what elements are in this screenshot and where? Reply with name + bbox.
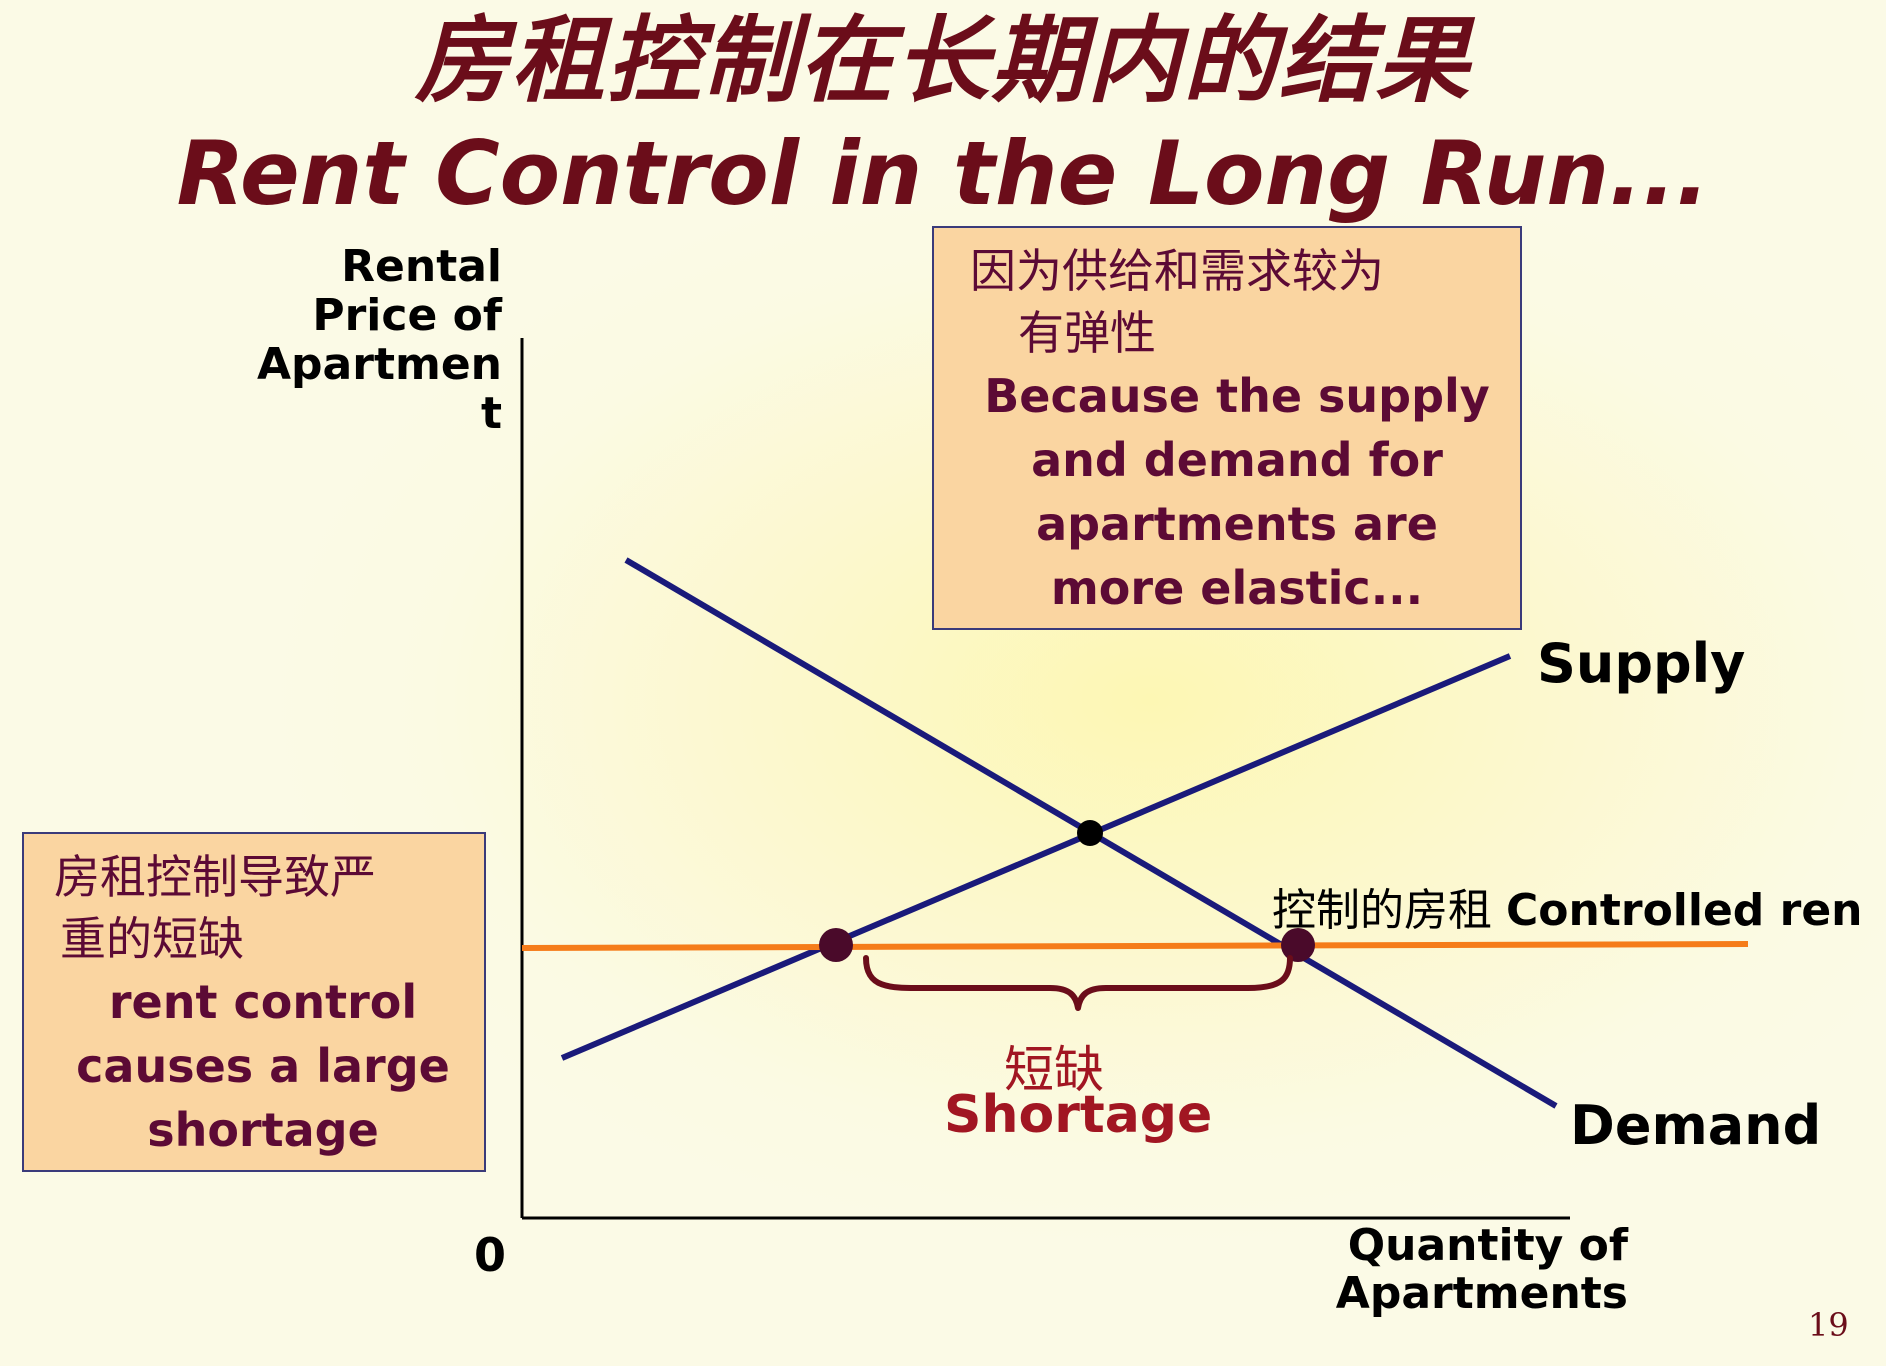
equilibrium-point (1077, 820, 1103, 846)
elasticity-callout-english-line-3: apartments are (1036, 497, 1438, 551)
rent-control-callout: 房租控制导致严 重的短缺 rent control causes a large… (22, 832, 486, 1172)
rent-control-callout-english-line-1: rent control (108, 975, 418, 1029)
elasticity-callout-chinese-line-1: 因为供给和需求较为 (970, 244, 1384, 298)
x-axis-label: Quantity of Apartments (1335, 1220, 1628, 1319)
origin-label: 0 (474, 1228, 507, 1282)
elasticity-callout: 因为供给和需求较为 有弹性 Because the supply and dem… (932, 226, 1522, 630)
elasticity-callout-english-line-2: and demand for (1031, 433, 1443, 487)
shortage-label-english: Shortage (944, 1085, 1213, 1145)
elasticity-callout-chinese-line-2: 有弹性 (1018, 306, 1156, 360)
shortage-label-chinese: 短缺 (1004, 1041, 1104, 1099)
demand-label: Demand (1570, 1094, 1822, 1157)
rent-control-callout-chinese-line-1: 房租控制导致严 (54, 850, 376, 904)
quantity-demanded-point (1281, 928, 1315, 962)
controlled-rent-label-chinese: 控制的房租 (1272, 885, 1492, 936)
rent-control-callout-english-line-2: causes a large (76, 1039, 450, 1093)
rent-control-callout-english-line-3: shortage (147, 1103, 379, 1157)
page-number: 19 (1808, 1306, 1849, 1344)
controlled-rent-label: 控制的房租 Controlled ren (1272, 874, 1886, 938)
controlled-rent-line (521, 941, 1749, 951)
slide-title-english: Rent Control in the Long Run... (176, 122, 1710, 225)
y-axis-label: Rental Price of Apartmen t (257, 241, 502, 439)
supply-curve (560, 653, 1512, 1061)
shortage-brace (863, 955, 1293, 1011)
slide-title-chinese: 房租控制在长期内的结果 (414, 6, 1471, 116)
controlled-rent-label-english: Controlled ren (1506, 885, 1863, 936)
elasticity-callout-english-line-4: more elastic... (1050, 561, 1424, 615)
quantity-supplied-point (819, 928, 853, 962)
elasticity-callout-english-line-1: Because the supply (984, 369, 1490, 423)
rent-control-callout-chinese-line-2: 重的短缺 (60, 912, 244, 966)
supply-label: Supply (1537, 632, 1746, 695)
